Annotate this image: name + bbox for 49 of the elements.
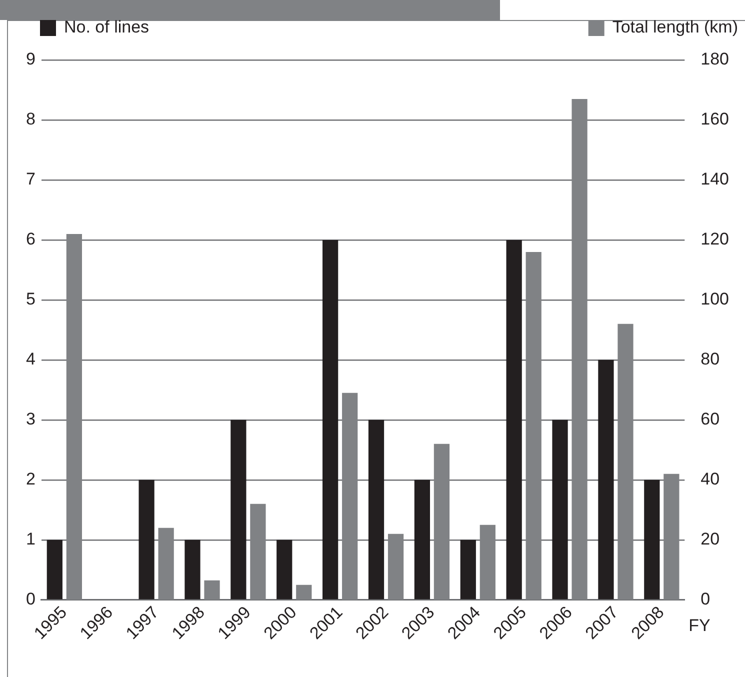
bar xyxy=(460,540,476,600)
bar xyxy=(66,234,82,600)
bar xyxy=(276,540,292,600)
y-tick-label: 1 xyxy=(26,530,36,549)
bar xyxy=(506,240,522,600)
y-tick-label: 5 xyxy=(26,290,36,309)
y2-tick-label: 140 xyxy=(700,170,730,189)
bar xyxy=(552,420,568,600)
bar xyxy=(296,584,312,600)
legend-label: Total length (km) xyxy=(612,18,738,37)
bar xyxy=(158,528,174,600)
bar xyxy=(250,504,266,600)
y-tick-label: 9 xyxy=(26,50,36,69)
y2-tick-label: 20 xyxy=(700,530,720,549)
bar xyxy=(342,392,358,600)
y2-tick-label: 40 xyxy=(700,470,720,489)
bar xyxy=(368,420,384,600)
bar xyxy=(414,480,430,600)
bar xyxy=(46,540,62,600)
x-axis-title: FY xyxy=(688,616,710,636)
y-tick-label: 7 xyxy=(26,170,36,189)
bar xyxy=(184,540,200,600)
y-tick-label: 0 xyxy=(26,590,36,609)
y2-tick-label: 160 xyxy=(700,110,730,129)
bar xyxy=(598,360,614,600)
y2-tick-label: 0 xyxy=(700,590,710,609)
y2-tick-label: 60 xyxy=(700,410,720,429)
bar xyxy=(388,534,404,600)
y2-tick-label: 80 xyxy=(700,350,720,369)
bar xyxy=(526,252,542,600)
y-tick-label: 3 xyxy=(26,410,36,429)
bar xyxy=(138,480,154,600)
bar xyxy=(434,444,450,600)
bar xyxy=(618,324,634,600)
y2-tick-label: 100 xyxy=(700,290,730,309)
bar xyxy=(572,98,588,600)
bar xyxy=(322,240,338,600)
legend-label: No. of lines xyxy=(64,18,150,37)
bar xyxy=(644,480,660,600)
bar xyxy=(480,524,496,600)
y-tick-label: 2 xyxy=(26,470,36,489)
y-tick-label: 8 xyxy=(26,110,36,129)
bar xyxy=(204,580,220,600)
bar xyxy=(230,420,246,600)
y2-tick-label: 120 xyxy=(700,230,730,249)
y2-tick-label: 180 xyxy=(700,50,730,69)
y-tick-label: 6 xyxy=(26,230,36,249)
bar xyxy=(664,474,680,600)
y-tick-label: 4 xyxy=(26,350,36,369)
